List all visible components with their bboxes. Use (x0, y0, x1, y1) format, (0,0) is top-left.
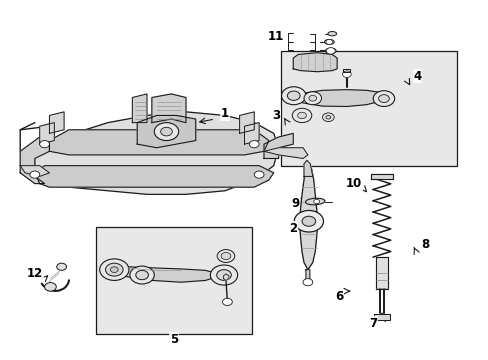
Text: 9: 9 (291, 197, 299, 210)
Circle shape (313, 199, 319, 204)
Text: 8: 8 (420, 238, 428, 251)
Circle shape (249, 140, 259, 148)
Ellipse shape (325, 48, 335, 54)
Polygon shape (299, 169, 317, 270)
Circle shape (292, 108, 311, 123)
Polygon shape (244, 123, 259, 144)
Circle shape (325, 40, 332, 44)
Polygon shape (264, 134, 293, 158)
Polygon shape (132, 94, 147, 123)
Polygon shape (304, 160, 312, 176)
Circle shape (30, 171, 40, 178)
Polygon shape (35, 166, 273, 187)
Text: 7: 7 (369, 317, 377, 330)
Circle shape (160, 127, 172, 136)
Circle shape (326, 48, 334, 54)
Polygon shape (292, 90, 383, 107)
Polygon shape (35, 112, 278, 194)
Ellipse shape (327, 32, 336, 36)
Polygon shape (375, 257, 387, 289)
Circle shape (130, 266, 154, 284)
Circle shape (222, 298, 232, 306)
Polygon shape (223, 274, 228, 280)
Circle shape (281, 87, 305, 105)
Text: 10: 10 (346, 177, 362, 190)
Circle shape (154, 123, 178, 140)
Circle shape (302, 216, 315, 226)
FancyBboxPatch shape (96, 226, 251, 334)
Circle shape (40, 140, 49, 148)
Text: 1: 1 (221, 107, 228, 120)
Polygon shape (113, 267, 222, 282)
Circle shape (254, 171, 264, 178)
Ellipse shape (305, 198, 324, 205)
Circle shape (303, 279, 312, 286)
Text: 6: 6 (335, 290, 343, 303)
Polygon shape (40, 123, 54, 144)
Polygon shape (293, 53, 336, 72)
Ellipse shape (324, 40, 333, 44)
Polygon shape (370, 174, 392, 179)
Polygon shape (373, 314, 389, 320)
Circle shape (105, 263, 123, 276)
Polygon shape (239, 112, 254, 134)
Text: 11: 11 (267, 30, 284, 43)
Circle shape (378, 95, 388, 103)
Polygon shape (49, 112, 64, 134)
Text: 4: 4 (413, 69, 421, 82)
Circle shape (44, 283, 56, 291)
Polygon shape (343, 69, 349, 72)
Circle shape (210, 265, 237, 285)
Text: 3: 3 (272, 109, 280, 122)
Text: 2: 2 (288, 222, 297, 235)
Polygon shape (49, 130, 268, 155)
Text: 5: 5 (169, 333, 178, 346)
Circle shape (372, 91, 394, 107)
Polygon shape (264, 148, 307, 158)
Circle shape (110, 267, 118, 273)
Text: 12: 12 (27, 267, 43, 280)
Polygon shape (137, 116, 195, 148)
Text: 11: 11 (267, 30, 284, 43)
Circle shape (342, 71, 350, 77)
Polygon shape (20, 137, 49, 184)
Circle shape (308, 95, 316, 101)
Circle shape (287, 91, 300, 100)
Circle shape (100, 259, 129, 280)
Circle shape (221, 252, 230, 260)
Circle shape (322, 113, 333, 122)
Circle shape (325, 116, 330, 119)
FancyBboxPatch shape (281, 51, 456, 166)
Polygon shape (20, 166, 49, 176)
Circle shape (294, 211, 323, 232)
Circle shape (217, 249, 234, 262)
Circle shape (304, 92, 321, 105)
Polygon shape (305, 270, 309, 284)
Circle shape (57, 263, 66, 270)
Circle shape (216, 270, 231, 280)
Polygon shape (152, 94, 185, 123)
Circle shape (297, 112, 306, 119)
Circle shape (136, 270, 148, 280)
